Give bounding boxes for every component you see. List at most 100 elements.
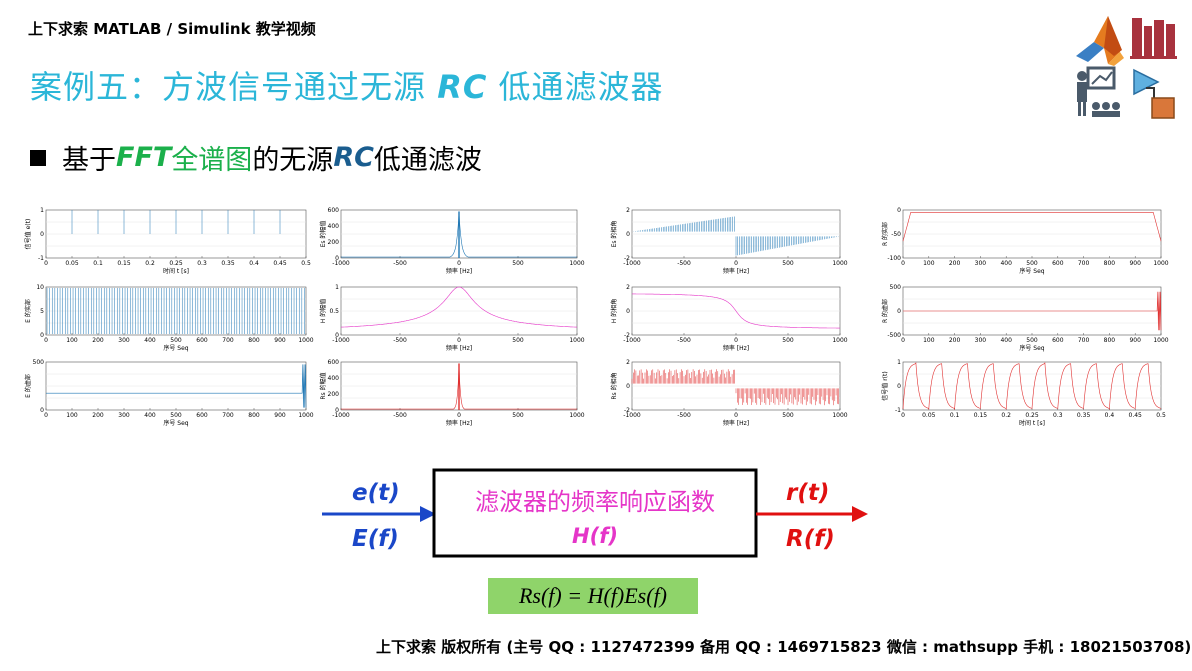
x-tick-label: 600: [196, 412, 208, 419]
x-tick-label: 0.15: [974, 412, 988, 419]
x-tick-label: 0.5: [1156, 412, 1166, 419]
y-tick-label: 1: [335, 284, 339, 291]
y-tick-label: 500: [33, 359, 45, 366]
y-tick-label: 0: [40, 407, 44, 414]
x-axis-label: 时间 t [s]: [1019, 419, 1045, 427]
x-tick-label: 0.35: [1077, 412, 1091, 419]
x-tick-label: 0: [457, 412, 461, 419]
y-tick-label: 0: [40, 332, 44, 339]
x-axis-label: 序号 Seq: [163, 419, 188, 427]
x-tick-label: 200: [92, 337, 104, 344]
plot-3-3: -1000 -500 0 500 1000 2 0 -2 频率 [Hz] Rs 的相角: [610, 359, 848, 427]
y-tick-label: 500: [890, 284, 902, 291]
matlab-logo-icon: [1076, 16, 1124, 66]
block-diagram: [322, 468, 868, 558]
x-tick-label: 500: [782, 337, 794, 344]
x-axis-label: 频率 [Hz]: [446, 419, 472, 427]
x-tick-label: -1000: [623, 412, 641, 419]
x-tick-label: 600: [1052, 337, 1064, 344]
x-tick-label: 0: [901, 412, 905, 419]
x-tick-label: 0: [901, 337, 905, 344]
x-tick-label: 700: [222, 337, 234, 344]
y-tick-label: 10: [36, 284, 44, 291]
x-tick-label: 800: [248, 337, 260, 344]
y-tick-label: 0: [335, 332, 339, 339]
x-axis-label: 频率 [Hz]: [723, 344, 749, 352]
x-tick-label: 500: [170, 337, 182, 344]
y-tick-label: 400: [328, 375, 340, 382]
x-axis-label: 序号 Seq: [163, 344, 188, 352]
formula-box: Rs(f) = H(f)Es(f): [488, 578, 698, 614]
x-tick-label: 0.15: [117, 260, 131, 267]
bullet-part4: 低通滤波: [373, 145, 482, 176]
x-tick-label: 200: [949, 260, 961, 267]
simulink-block-icon: [1133, 68, 1175, 119]
x-tick-label: -500: [393, 337, 407, 344]
x-axis-label: 时间 t [s]: [163, 267, 189, 275]
y-tick-label: 200: [328, 239, 340, 246]
plot-3-1: 0 100 200 300 400 500 600 700 800 900 1000 500 0 序号 S…: [24, 359, 314, 427]
plot-2-1: 0 100 200 300 400 500 600 700 800 900 1000 10 5 0 序号 S…: [24, 284, 314, 352]
x-tick-label: 400: [144, 412, 156, 419]
x-tick-label: -500: [677, 412, 691, 419]
x-tick-label: 0.1: [950, 412, 960, 419]
y-axis-label: H 的相角: [610, 299, 618, 323]
y-tick-label: 0: [897, 383, 901, 390]
title-suffix: 低通滤波器: [487, 68, 664, 106]
y-tick-label: 1: [40, 207, 44, 214]
y-axis-label: H 的幅值: [319, 299, 327, 323]
y-tick-label: -2: [624, 332, 630, 339]
plots-grid: 0 0.05 0.1 0.15 0.2 0.25 0.3 0.35 0.4 0.45 0.510-1…: [24, 207, 1169, 427]
x-tick-label: 0.05: [922, 412, 936, 419]
y-axis-label: Es 的相角: [610, 221, 618, 248]
bullet-square-icon: [30, 149, 46, 166]
x-tick-label: 900: [274, 412, 286, 419]
x-tick-label: 600: [196, 337, 208, 344]
filter-box-title: 滤波器的频率响应函数: [475, 488, 715, 516]
x-tick-label: 500: [782, 412, 794, 419]
x-tick-label: 300: [975, 260, 987, 267]
y-axis-label: E 的实部: [24, 299, 32, 323]
x-tick-label: -500: [677, 260, 691, 267]
x-tick-label: 0.1: [93, 260, 103, 267]
y-tick-label: -2: [624, 407, 630, 414]
y-tick-label: 5: [40, 308, 44, 315]
x-tick-label: 0.45: [1129, 412, 1143, 419]
x-tick-label: 200: [92, 412, 104, 419]
page-title: 案例五：方波信号通过无源 RC 低通滤波器: [30, 62, 664, 108]
x-axis-label: 序号 Seq: [1019, 267, 1044, 275]
x-axis-label: 频率 [Hz]: [446, 267, 472, 275]
x-tick-label: 1000: [832, 260, 847, 267]
x-tick-label: 300: [118, 337, 130, 344]
y-axis-label: Rs 的相角: [610, 372, 618, 399]
x-tick-label: 400: [1000, 260, 1012, 267]
x-tick-label: -500: [393, 412, 407, 419]
y-tick-label: 0.5: [329, 308, 339, 315]
y-tick-label: -1: [38, 255, 44, 262]
y-axis-label: Rs 的幅值: [319, 372, 327, 399]
x-tick-label: 1000: [298, 337, 313, 344]
x-tick-label: 0.4: [1105, 412, 1115, 419]
x-tick-label: 500: [782, 260, 794, 267]
x-tick-label: 1000: [569, 412, 584, 419]
data-series-line: [340, 286, 578, 328]
x-tick-label: 0.3: [197, 260, 207, 267]
data-series-line: [902, 362, 1162, 410]
y-tick-label: 0: [40, 231, 44, 238]
x-tick-label: 700: [1078, 337, 1090, 344]
x-tick-label: 1000: [832, 412, 847, 419]
bullet-rc: RC: [333, 142, 374, 173]
footer-copyright: 上下求索 版权所有 (主号 QQ : 1127472399 备用 QQ : 14…: [376, 638, 1192, 656]
x-axis-label: 频率 [Hz]: [446, 344, 472, 352]
output-arrow-head: [852, 506, 868, 522]
y-tick-label: -1: [895, 407, 901, 414]
y-tick-label: 600: [328, 207, 340, 214]
x-tick-label: 1000: [298, 412, 313, 419]
y-tick-label: 0: [335, 255, 339, 262]
x-tick-label: 1000: [1153, 260, 1168, 267]
output-freq-label: R(f): [786, 526, 835, 552]
x-tick-label: 200: [949, 337, 961, 344]
x-tick-label: 100: [923, 337, 935, 344]
x-tick-label: 0.25: [169, 260, 183, 267]
